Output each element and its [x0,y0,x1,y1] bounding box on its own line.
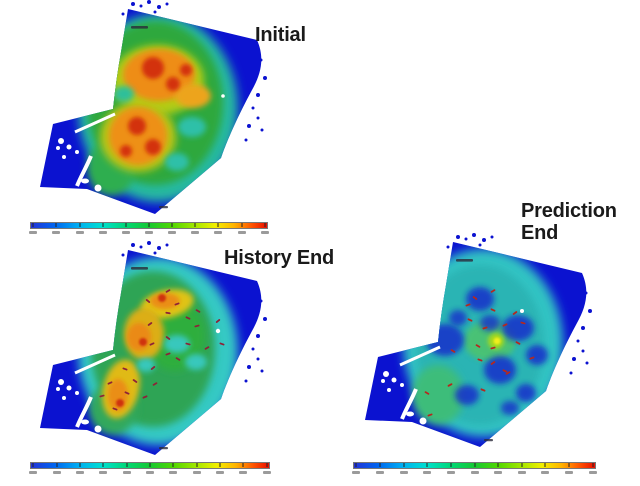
colorbar-tick-label [262,471,271,474]
well-markers-prediction [424,289,535,417]
colorbar-tick-label [376,471,385,474]
panel-title-prediction-end: Prediction End [521,200,617,244]
colorbar-tick-label [29,471,38,474]
colorbar-tick-label [192,471,201,474]
colorbar-tick-label [121,231,130,234]
colorbar-tick-label [99,471,108,474]
panel-title-prediction-line1: Prediction [521,200,617,222]
colorbar [352,462,597,474]
colorbar-tick-label [52,231,61,234]
colorbar-tick [521,463,523,467]
map-initial-interior [78,14,238,202]
colorbar-tick [403,463,405,467]
colorbar-tick [426,463,428,467]
colorbar-tick-label [169,471,178,474]
map-prediction-interior [403,249,563,437]
colorbar-tick-label [75,231,84,234]
colorbar-tick [55,223,57,227]
colorbar-tick-label [98,231,107,234]
colorbar-tick-label [52,471,61,474]
colorbar-tick-label [541,471,550,474]
colorbar-tick-label [215,471,224,474]
colorbar-tick [241,223,242,227]
colorbar-tick [266,463,268,467]
panel-title-history-end: History End [224,247,335,269]
colorbar-tick-label [564,471,573,474]
colorbar [29,462,271,474]
panel-history-end [25,241,271,474]
map-prediction-end [365,233,592,447]
colorbar-tick [56,463,58,467]
colorbar-tick [194,223,196,227]
colorbar-tick-label [517,471,526,474]
colorbar-tick [264,223,266,227]
colorbar-tick-label [423,471,432,474]
panel-prediction-end [350,233,597,474]
colorbar-tick [592,463,594,467]
colorbar-tick-label [76,471,85,474]
well-markers-history [99,289,225,411]
colorbar-tick-label [145,231,153,234]
map-history-end [40,241,267,455]
colorbar-tick [568,463,570,467]
map-initial [40,0,267,214]
colorbar-tick [32,463,34,467]
colorbar-tick-label [146,471,154,474]
colorbar-tick [149,463,151,467]
colorbar-tick-label [191,231,200,234]
colorbar-tick [450,463,452,467]
colorbar-tick [126,463,128,467]
colorbar-tick-label [239,471,248,474]
colorbar-tick [355,463,357,467]
colorbar-tick [102,223,104,227]
colorbar-tick [379,463,381,467]
colorbar-tick-label [122,471,131,474]
colorbar-tick-label [588,471,597,474]
colorbar-tick [217,223,219,227]
colorbar-tick-label [214,231,223,234]
colorbar-tick-label [399,471,408,474]
colorbar-tick-label [29,231,38,234]
panel-initial [25,0,270,234]
colorbar-tick [196,463,198,467]
colorbar-tick-label [470,471,479,474]
colorbar-tick [148,223,150,227]
colorbar-tick [32,223,34,227]
colorbar-tick-label [446,471,455,474]
colorbar-tick [125,223,127,227]
colorbar-tick-label [260,231,269,234]
colorbar-tick [79,223,81,227]
map-history-interior [78,257,238,445]
colorbar-tick [219,463,221,467]
colorbar-tick-label [494,471,503,474]
colorbar-tick-label [352,471,361,474]
panel-title-initial: Initial [255,24,306,46]
colorbar-tick [474,463,475,467]
colorbar-tick-label [168,231,177,234]
colorbar-tick [79,463,81,467]
colorbar-tick [171,223,173,227]
colorbar-tick [497,463,499,467]
colorbar-tick [544,463,546,467]
colorbar [29,222,269,234]
colorbar-tick-label [237,231,246,234]
panel-title-prediction-line2: End [521,222,559,244]
colorbar-tick [172,463,174,467]
colorbar-tick [102,463,104,467]
colorbar-tick [242,463,244,467]
